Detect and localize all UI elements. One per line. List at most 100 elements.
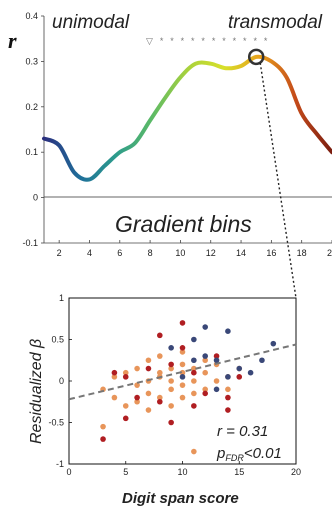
scatter-point [157, 394, 163, 401]
scatter-point [168, 419, 174, 426]
scatter-point [213, 353, 220, 359]
scatter-x-tick-label: 20 [291, 467, 301, 477]
p-stat-main: p [216, 445, 225, 462]
scatter-point [168, 365, 174, 372]
p-stat-rest: <0.01 [244, 445, 282, 462]
scatter-point [168, 403, 174, 409]
line-chart-x-tick-label: 10 [175, 248, 185, 258]
r-stat: r = 0.31 [217, 423, 268, 440]
scatter-point [247, 369, 254, 376]
scatter-point [225, 407, 231, 413]
scatter-point [168, 345, 174, 351]
scatter-point [134, 394, 140, 401]
scatter-y-ticks: -1 -0.5 0 0.5 1 [48, 293, 72, 469]
scatter-point [157, 353, 163, 359]
scatter-point [191, 369, 197, 376]
transmodal-label: transmodal [228, 12, 323, 33]
scatter-point [225, 386, 231, 393]
scatter-point [179, 345, 186, 351]
line-chart-x-tick-label: 8 [148, 248, 153, 258]
line-chart-y-ticks: -0.1 0 0.1 0.2 0.3 0.4 [22, 11, 44, 248]
scatter-point [100, 423, 106, 430]
line-chart-y-tick-label: 0.3 [25, 56, 38, 66]
line-chart-x-tick-label: 6 [117, 248, 122, 258]
scatter-point [213, 386, 220, 393]
line-chart-x-tick-label: 14 [236, 248, 246, 258]
line-chart-x-tick-label: 16 [266, 248, 276, 258]
line-chart-x-ticks: 2 4 6 8 10 12 14 16 18 20 [57, 240, 332, 258]
scatter-points [100, 320, 277, 455]
scatter-point [191, 390, 197, 397]
unimodal-label: unimodal [52, 12, 130, 33]
scatter-point [122, 403, 129, 409]
scatter-point [145, 407, 152, 413]
series-line [42, 54, 332, 182]
scatter-point [122, 369, 129, 376]
line-chart-y-tick-label: 0.1 [25, 147, 38, 157]
scatter-point [122, 415, 129, 422]
line-chart-x-tick-label: 4 [87, 248, 92, 258]
scatter-point [225, 394, 231, 401]
scatter-point [202, 324, 208, 330]
scatter-point [145, 390, 152, 397]
scatter-y-tick-label: -1 [56, 459, 64, 469]
scatter-point [179, 361, 186, 368]
significance-markers: ▽ * * * * * * * * * * * [146, 36, 270, 46]
scatter-point [191, 448, 197, 455]
connector-dotted-line [259, 62, 297, 299]
scatter-point [236, 374, 243, 380]
scatter-point [202, 357, 208, 364]
scatter-point [202, 390, 208, 397]
trend-line [68, 343, 297, 401]
scatter-point [191, 336, 197, 343]
line-chart-y-tick-label: -0.1 [22, 238, 38, 248]
scatter-point [157, 369, 163, 376]
highlight-circle [247, 48, 265, 66]
scatter-point [145, 365, 152, 372]
scatter-point [122, 374, 129, 380]
line-chart-x-tick-label: 20 [327, 248, 332, 258]
scatter-point [157, 332, 163, 339]
scatter-point [168, 378, 174, 384]
line-chart-y-label: r [8, 28, 17, 53]
scatter-x-tick-label: 0 [66, 467, 71, 477]
scatter-point [168, 361, 174, 368]
line-chart-x-tick-label: 12 [206, 248, 216, 258]
p-stat: pFDR<0.01 [216, 445, 282, 463]
scatter-point [191, 378, 197, 384]
scatter-y-tick-label: -0.5 [48, 418, 64, 428]
scatter-point [225, 374, 231, 380]
line-chart: -0.1 0 0.1 0.2 0.3 0.4 2 4 6 8 10 12 14 16 18 20 r uni… [8, 11, 332, 299]
scatter-x-ticks: 0 5 10 15 20 [66, 461, 301, 477]
line-chart-y-tick-label: 0.4 [25, 11, 38, 21]
scatter-point [111, 369, 118, 376]
scatter-point [202, 353, 208, 359]
scatter-point [145, 357, 152, 364]
scatter-point [179, 382, 186, 388]
p-stat-sub: FDR [225, 453, 244, 463]
line-chart-x-label: Gradient bins [115, 211, 252, 237]
line-chart-y-tick-label: 0 [33, 193, 38, 203]
scatter-point [100, 436, 106, 442]
scatter-point [213, 378, 220, 384]
scatter-x-label: Digit span score [122, 490, 239, 507]
line-chart-x-tick-label: 2 [57, 248, 62, 258]
scatter-point [179, 320, 186, 326]
scatter-y-tick-label: 0.5 [51, 335, 64, 345]
scatter-y-tick-label: 0 [59, 376, 64, 386]
scatter-y-label: Residualized β [28, 339, 45, 444]
scatter-chart: -1-0.500.51 0 5 10 15 20 r = 0.31 pFDR<0.01 … [28, 293, 301, 507]
scatter-x-tick-label: 5 [123, 467, 128, 477]
scatter-point [134, 398, 140, 405]
scatter-x-tick-label: 15 [234, 467, 244, 477]
scatter-point [111, 394, 118, 401]
scatter-point [134, 365, 140, 372]
scatter-point [179, 349, 186, 355]
scatter-point [202, 386, 208, 393]
scatter-point [202, 369, 208, 376]
scatter-x-tick-label: 10 [177, 467, 187, 477]
scatter-point [191, 403, 197, 409]
scatter-point [134, 382, 140, 388]
scatter-point [270, 340, 277, 347]
scatter-point [236, 365, 243, 372]
